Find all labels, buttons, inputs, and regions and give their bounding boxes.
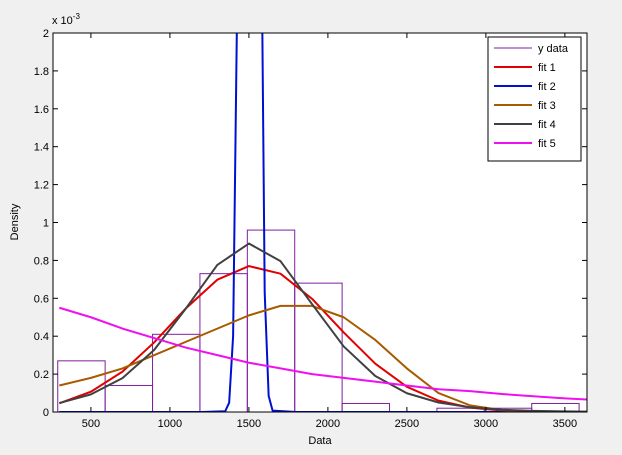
x-axis-label: Data [308,435,332,447]
y-tick-label: 0.4 [34,331,49,343]
y-tick-label: 1.2 [34,180,49,192]
y-tick-label: 0.2 [34,369,49,381]
histogram-bar [294,282,343,412]
y-tick-label: 1.6 [34,104,49,116]
legend-label: fit 5 [538,138,556,150]
y-axis-label: Density [9,203,21,240]
y-tick-label: 1.8 [34,66,49,78]
legend-label: fit 2 [538,81,556,93]
y-tick-label: 0.6 [34,293,49,305]
legend-label: fit 1 [538,62,556,74]
y-scale-label: x 10-3 [52,12,80,27]
legend-box [487,36,582,162]
histogram-bar [531,402,580,412]
x-tick-label: 3500 [553,418,577,430]
legend-label: fit 4 [538,119,556,131]
x-tick-label: 1500 [237,418,261,430]
fit-line [59,242,587,412]
y-tick-label: 0 [43,407,49,419]
y-scale-base: x 10 [52,15,73,27]
y-tick-label: 1 [43,218,49,230]
fit-line [59,306,587,401]
y-tick-label: 2 [43,28,49,40]
fit-line [59,33,587,412]
legend-label: y data [538,43,569,55]
x-tick-label: 1000 [158,418,182,430]
histogram-bar [341,402,391,412]
plot-content [57,33,587,412]
y-tick-label: 1.4 [34,142,49,154]
legend-label: fit 3 [538,100,556,112]
x-tick-label: 2000 [316,418,340,430]
y-scale-exponent: -3 [73,12,81,21]
x-tick-label: 500 [82,418,100,430]
x-tick-label: 2500 [395,418,419,430]
y-tick-label: 0.8 [34,255,49,267]
x-tick-label: 3000 [474,418,498,430]
